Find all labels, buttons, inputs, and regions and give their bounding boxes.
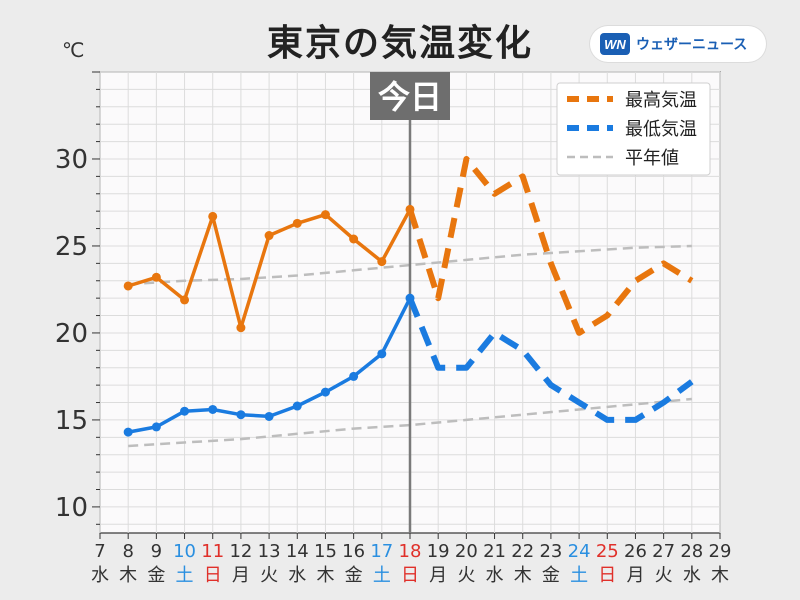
- x-tick-weekday: 水: [683, 565, 701, 586]
- high-data-point: [208, 211, 218, 221]
- x-tick-weekday: 月: [232, 565, 250, 586]
- high-data-point: [151, 272, 161, 282]
- high-forecast-line: [407, 156, 694, 336]
- chart-title: 東京の気温変化: [266, 23, 533, 64]
- x-tick-date: 16: [342, 541, 365, 562]
- x-tick-date: 28: [680, 541, 703, 562]
- x-tick-weekday: 日: [401, 565, 419, 586]
- high-data-point: [377, 257, 387, 267]
- x-tick-weekday: 木: [711, 565, 729, 586]
- low-forecast-line: [407, 297, 694, 423]
- x-tick-weekday: 金: [147, 565, 165, 586]
- x-tick-weekday: 水: [288, 565, 306, 586]
- low-data-point: [377, 349, 387, 359]
- x-tick-weekday: 木: [514, 565, 532, 586]
- high-data-point: [180, 295, 190, 305]
- x-tick-weekday: 木: [316, 565, 334, 586]
- high-data-point: [236, 323, 246, 333]
- low-data-point: [208, 404, 218, 414]
- brand-badge: WN ウェザーニュース: [590, 26, 766, 62]
- x-tick-date: 23: [539, 541, 562, 562]
- legend-box: [556, 82, 711, 176]
- x-tick-weekday: 金: [345, 565, 363, 586]
- y-tick-label: 25: [55, 232, 88, 262]
- y-tick-label: 10: [55, 493, 88, 523]
- y-tick-label: 20: [55, 319, 88, 349]
- x-tick-date: 10: [173, 541, 196, 562]
- x-tick-date: 26: [624, 541, 647, 562]
- x-tick-date: 21: [483, 541, 506, 562]
- x-tick-date: 29: [709, 541, 732, 562]
- x-tick-weekday: 金: [542, 565, 560, 586]
- high-data-point: [264, 231, 274, 241]
- x-tick-weekday: 土: [570, 565, 588, 586]
- low-data-point: [349, 371, 359, 381]
- y-axis-unit: ℃: [62, 38, 85, 62]
- low-data-point: [264, 411, 274, 421]
- x-tick-weekday: 火: [457, 565, 475, 586]
- x-tick-date: 19: [427, 541, 450, 562]
- x-tick-weekday: 土: [176, 565, 194, 586]
- legend-high-label: 最高気温: [625, 90, 697, 111]
- x-tick-weekday: 火: [655, 565, 673, 586]
- low-data-point: [180, 406, 190, 416]
- low-data-point: [292, 401, 302, 411]
- x-tick-date: 15: [314, 541, 337, 562]
- x-tick-date: 22: [511, 541, 534, 562]
- normal-low-line: [128, 397, 692, 448]
- x-tick-weekday: 水: [486, 565, 504, 586]
- x-tick-date: 14: [286, 541, 309, 562]
- x-tick-date: 9: [151, 541, 162, 562]
- x-tick-date: 25: [596, 541, 619, 562]
- x-tick-date: 17: [370, 541, 393, 562]
- x-tick-date: 20: [455, 541, 478, 562]
- x-tick-date: 18: [399, 541, 422, 562]
- legend-low-label: 最低気温: [625, 119, 697, 140]
- x-tick-date: 24: [568, 541, 591, 562]
- x-tick-date: 27: [652, 541, 675, 562]
- low-data-point: [236, 410, 246, 420]
- y-tick-label: 30: [55, 145, 88, 175]
- x-tick-date: 12: [229, 541, 252, 562]
- x-tick-weekday: 水: [91, 565, 109, 586]
- x-tick-date: 13: [258, 541, 281, 562]
- legend-normal-label: 平年値: [625, 148, 679, 169]
- x-tick-weekday: 火: [260, 565, 278, 586]
- normal-high-line: [128, 244, 692, 286]
- x-tick-weekday: 木: [119, 565, 137, 586]
- low-data-point: [151, 422, 161, 432]
- brand-name: ウェザーニュース: [636, 37, 748, 53]
- high-data-point: [349, 234, 359, 244]
- y-tick-label: 15: [55, 406, 88, 436]
- low-data-point: [405, 293, 415, 303]
- high-data-point: [123, 281, 133, 291]
- x-tick-weekday: 月: [429, 565, 447, 586]
- high-data-point: [405, 204, 415, 214]
- high-data-point: [320, 210, 330, 220]
- low-data-point: [123, 427, 133, 437]
- x-tick-weekday: 月: [626, 565, 644, 586]
- x-tick-weekday: 土: [373, 565, 391, 586]
- x-tick-date: 7: [94, 541, 105, 562]
- x-tick-date: 11: [201, 541, 224, 562]
- today-badge: [370, 72, 450, 120]
- x-tick-weekday: 日: [598, 565, 616, 586]
- brand-logo-icon: WN: [600, 33, 630, 55]
- x-tick-weekday: 日: [204, 565, 222, 586]
- low-data-point: [320, 387, 330, 397]
- today-label: 今日: [378, 78, 442, 116]
- x-tick-date: 8: [122, 541, 133, 562]
- high-data-point: [292, 218, 302, 228]
